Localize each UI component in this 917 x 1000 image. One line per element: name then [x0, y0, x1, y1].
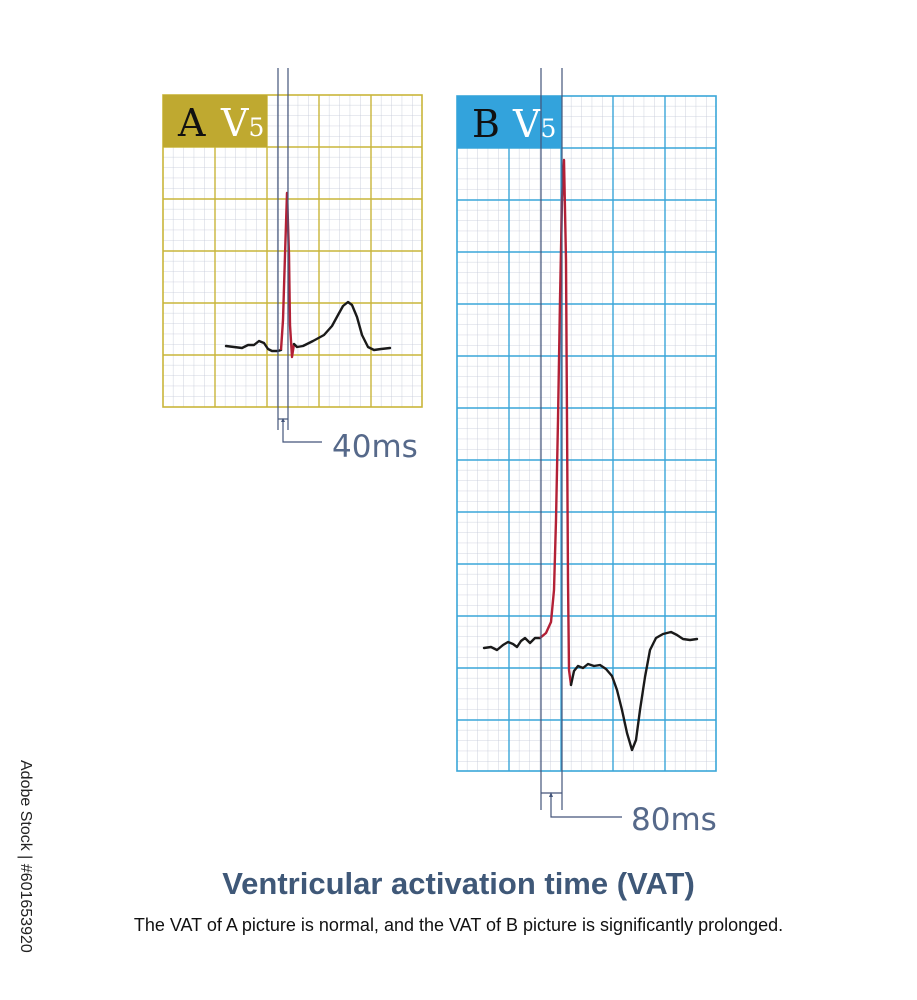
panel-a-leader-line	[282, 422, 322, 443]
panel-b-r-wave-upstroke	[539, 158, 573, 686]
panel-b-interval-label: 80ms	[631, 802, 717, 838]
panel-a-arrow-icon	[281, 418, 285, 422]
panel-a-lead: V5	[220, 101, 264, 145]
figure-caption: The VAT of A picture is normal, and the …	[133, 915, 784, 935]
panel-b-border	[456, 95, 717, 772]
panel-b-letter: B	[472, 102, 500, 146]
panel-a-border	[162, 94, 423, 408]
panel-b-major-grid	[457, 96, 716, 771]
panel-b-lead: V5	[512, 102, 556, 146]
panel-a-ecg-strip: A V5 40ms	[162, 68, 423, 465]
panel-a-letter: A	[177, 101, 206, 145]
panel-a-interval-label: 40ms	[332, 429, 418, 465]
panel-a-ecg-trace	[224, 339, 283, 353]
panel-b-ecg-strip: B V5 80ms	[456, 68, 717, 838]
panel-b-leader-line	[550, 797, 622, 818]
panel-a-st-t-wave	[292, 300, 392, 352]
panel-b-ecg-trace	[482, 636, 542, 652]
panel-b-st-t-wave	[569, 630, 699, 752]
panel-b-header	[457, 96, 561, 148]
figure-title: Ventricular activation time (VAT)	[222, 866, 695, 901]
panel-b-arrow-icon	[549, 792, 553, 797]
panel-b-fine-grid	[457, 96, 716, 771]
panel-a-header	[163, 95, 267, 147]
